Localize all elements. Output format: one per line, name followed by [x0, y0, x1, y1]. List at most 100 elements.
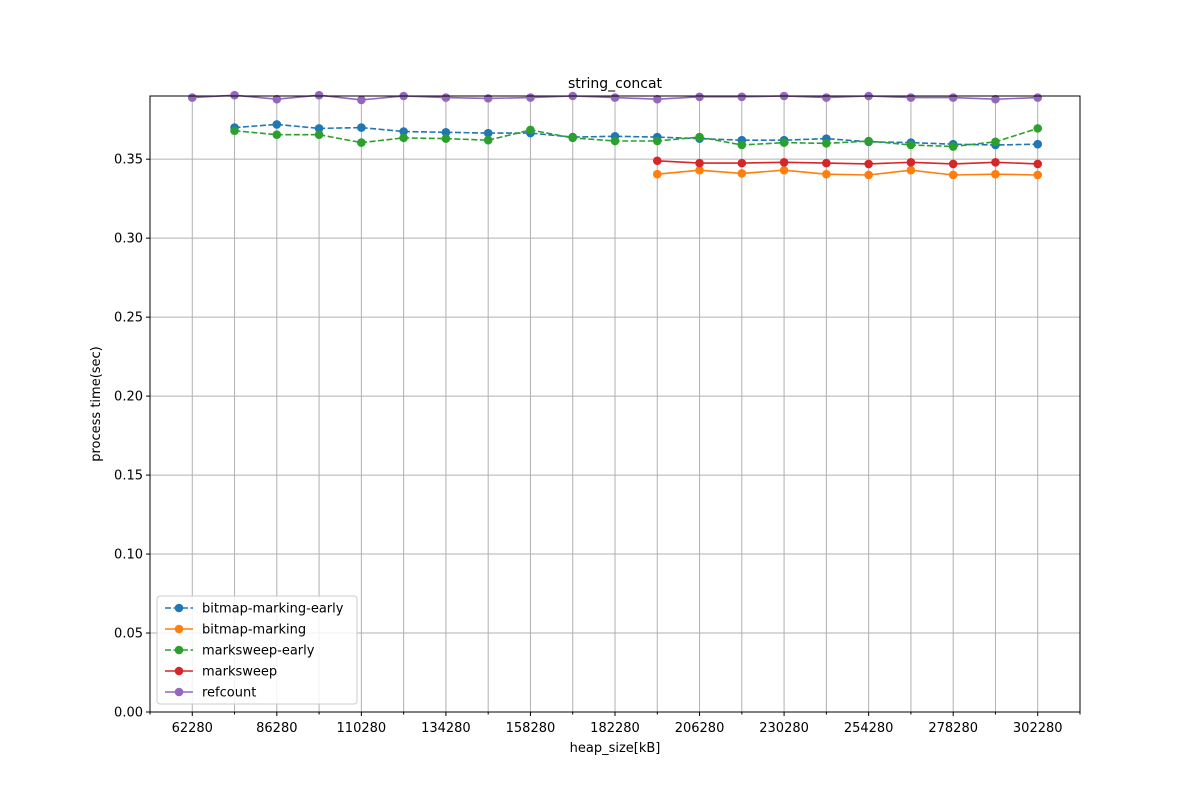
data-point-marksweep-early: [737, 140, 747, 150]
legend-label: bitmap-marking-early: [202, 602, 344, 617]
data-point-bitmap-marking: [695, 165, 704, 175]
x-axis-label: heap_size[kB]: [570, 741, 661, 756]
data-point-refcount: [737, 92, 747, 102]
data-point-marksweep-early: [948, 142, 958, 151]
data-point-refcount: [526, 93, 535, 102]
data-point-marksweep-early: [822, 139, 831, 148]
data-point-refcount: [991, 94, 1000, 104]
data-point-bitmap-marking-early: [357, 123, 366, 132]
legend-marker: [174, 624, 184, 634]
x-tick-label: 278280: [928, 721, 978, 736]
y-tick-label: 0.30: [114, 232, 143, 247]
legend-label: refcount: [202, 686, 256, 701]
data-point-marksweep-early: [568, 133, 578, 143]
data-point-bitmap-marking: [652, 169, 662, 179]
data-point-refcount: [357, 95, 366, 105]
data-point-refcount: [695, 92, 704, 102]
data-point-marksweep: [948, 159, 958, 169]
data-point-marksweep-early: [314, 130, 324, 139]
chart-title: string_concat: [568, 76, 663, 92]
data-point-bitmap-marking-early: [483, 128, 493, 138]
data-point-marksweep-early: [483, 135, 493, 145]
x-tick-label: 254280: [844, 721, 894, 736]
legend-item: marksweep: [165, 665, 277, 680]
data-point-marksweep-early: [610, 136, 620, 146]
data-point-refcount: [610, 93, 620, 102]
data-point-refcount: [822, 93, 831, 102]
data-point-refcount: [483, 94, 493, 103]
data-point-bitmap-marking-early: [1033, 139, 1043, 149]
data-point-marksweep-early: [441, 134, 451, 143]
data-point-marksweep: [737, 158, 747, 168]
legend-marker: [174, 645, 184, 655]
data-point-marksweep-early: [991, 137, 1000, 147]
data-point-bitmap-marking-early: [399, 127, 408, 136]
data-point-marksweep: [822, 158, 831, 168]
data-point-marksweep-early: [906, 140, 916, 150]
legend-item: refcount: [165, 686, 256, 701]
data-point-refcount: [906, 93, 916, 102]
data-point-marksweep-early: [272, 130, 282, 139]
y-tick-label: 0.05: [114, 627, 143, 642]
data-point-refcount: [272, 94, 282, 104]
data-point-marksweep-early: [526, 125, 535, 135]
data-point-marksweep-early: [399, 133, 408, 143]
legend-box: [156, 595, 358, 705]
data-point-marksweep-early: [779, 138, 789, 147]
x-tick-label: 230280: [759, 721, 809, 736]
data-point-marksweep: [779, 158, 789, 167]
data-point-marksweep: [652, 156, 662, 166]
data-point-marksweep-early: [1033, 124, 1043, 133]
data-point-marksweep: [1033, 159, 1043, 169]
data-point-refcount: [1033, 93, 1043, 102]
series-marksweep: [652, 156, 1043, 169]
grid-layer: [149, 96, 1081, 713]
legend-item: bitmap-marking-early: [165, 602, 344, 617]
data-point-marksweep-early: [652, 136, 662, 146]
data-point-marksweep: [906, 158, 916, 167]
data-point-marksweep: [991, 158, 1000, 167]
data-point-bitmap-marking: [948, 170, 958, 180]
data-point-bitmap-marking: [906, 165, 916, 175]
data-point-bitmap-marking: [779, 165, 789, 175]
x-tick-label: 158280: [506, 721, 556, 736]
data-point-marksweep-early: [864, 136, 873, 146]
y-tick-label: 0.00: [114, 706, 143, 721]
legend-marker: [174, 666, 184, 676]
y-tick-label: 0.25: [114, 311, 143, 326]
data-point-bitmap-marking: [1033, 170, 1043, 180]
data-point-refcount: [441, 93, 451, 102]
axis-layer: 62280 86280 110280 134280 158280 182280 206280…: [114, 153, 1081, 736]
data-point-refcount: [314, 90, 324, 100]
data-point-bitmap-marking: [737, 169, 747, 178]
y-tick-label: 0.35: [114, 153, 143, 168]
legend-label: marksweep: [202, 665, 277, 680]
x-tick-label: 302280: [1013, 721, 1063, 736]
series-marksweep-early: [230, 124, 1043, 151]
legend: bitmap-marking-early bitmap-marking marksw…: [156, 595, 358, 705]
data-point-bitmap-marking: [864, 170, 873, 180]
x-tick-label: 110280: [337, 721, 387, 736]
data-point-refcount: [230, 90, 239, 100]
series-layer: [187, 90, 1043, 180]
data-point-bitmap-marking-early: [441, 128, 451, 137]
legend-marker: [174, 687, 184, 697]
data-point-marksweep: [864, 159, 873, 169]
legend-item: marksweep-early: [165, 644, 315, 659]
series-line-bitmap-marking: [657, 169, 1038, 176]
legend-marker: [174, 603, 184, 613]
data-point-bitmap-marking: [991, 169, 1000, 179]
x-tick-label: 62280: [172, 721, 213, 736]
data-point-refcount: [948, 93, 958, 102]
x-tick-label: 134280: [421, 721, 471, 736]
data-point-refcount: [187, 93, 197, 102]
y-tick-label: 0.20: [114, 390, 143, 405]
data-point-bitmap-marking-early: [314, 124, 324, 133]
data-point-bitmap-marking: [822, 169, 831, 179]
data-point-marksweep-early: [230, 126, 239, 136]
x-tick-label: 206280: [675, 721, 725, 736]
y-tick-label: 0.10: [114, 548, 143, 563]
series-line-marksweep-early: [234, 127, 1038, 148]
